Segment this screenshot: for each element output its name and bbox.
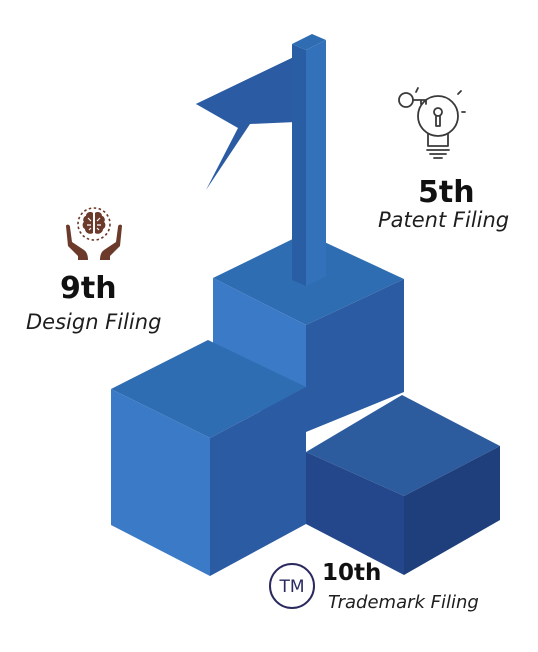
right-block-right [404, 446, 500, 575]
pole-cap [292, 34, 326, 50]
right-block-front [306, 452, 404, 575]
patent-rank: 5th [418, 175, 475, 210]
right-block-top [306, 395, 500, 496]
flag-pole [292, 34, 326, 286]
left-block-front [111, 389, 210, 576]
design-label: Design Filing [26, 310, 162, 334]
tm-circle-icon: TM [269, 563, 315, 609]
brain-hands-icon [66, 207, 122, 260]
left-block-right [210, 387, 306, 576]
design-rank: 9th [60, 271, 117, 306]
flag [196, 56, 296, 190]
trademark-label: Trademark Filing [328, 592, 479, 613]
flag-cloth-lower [196, 56, 296, 190]
tm-symbol: TM [278, 577, 304, 597]
pole-side [292, 44, 306, 286]
podium-left-block [111, 340, 306, 576]
left-block-top [111, 340, 306, 438]
lightbulb-key-icon [398, 87, 466, 159]
pole-front [306, 40, 326, 286]
top-block-right [306, 279, 404, 432]
podium-right-block [306, 395, 500, 575]
trademark-rank: 10th [322, 560, 382, 586]
patent-label: Patent Filing [378, 208, 510, 232]
